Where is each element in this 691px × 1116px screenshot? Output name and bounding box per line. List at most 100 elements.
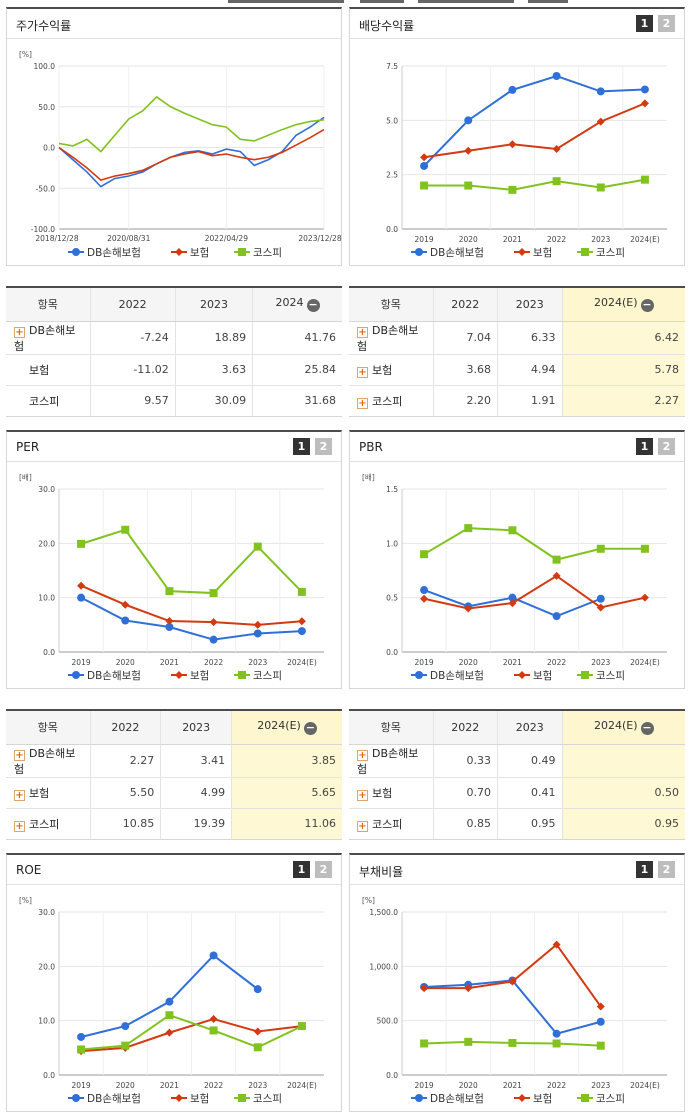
diamond-marker bbox=[77, 581, 86, 590]
square-marker bbox=[552, 177, 561, 186]
expand-plus-icon[interactable]: + bbox=[357, 326, 368, 338]
unit-label: [%] bbox=[19, 50, 32, 59]
header-label: 항목 bbox=[380, 721, 401, 735]
circle-marker bbox=[552, 71, 561, 80]
column-header: 항목 bbox=[6, 711, 90, 745]
diamond-marker bbox=[596, 117, 605, 126]
page-1-button[interactable]: 1 bbox=[636, 438, 653, 455]
legend-label: 코스피 bbox=[253, 670, 282, 682]
x-tick-label: 2024(E) bbox=[287, 658, 317, 667]
y-tick-label: 0.0 bbox=[43, 648, 55, 657]
y-tick-label: 10.0 bbox=[38, 1017, 55, 1026]
series-line bbox=[58, 95, 325, 153]
row-label-cell: + 코스피 bbox=[6, 808, 90, 839]
page-1-button[interactable]: 1 bbox=[636, 861, 653, 878]
legend-label: 보험 bbox=[533, 1093, 552, 1105]
square-marker bbox=[209, 589, 218, 598]
diamond-marker bbox=[640, 593, 649, 602]
square-marker bbox=[508, 526, 517, 535]
header-label: 2024(E) bbox=[594, 296, 638, 310]
legend-square-marker bbox=[238, 248, 246, 256]
row-label-cell: + 코스피 bbox=[349, 808, 433, 839]
collapse-icon[interactable]: − bbox=[303, 721, 317, 736]
y-tick-label: 100.0 bbox=[34, 62, 56, 71]
circle-marker bbox=[253, 985, 262, 994]
value-cell: 0.33 bbox=[432, 744, 498, 778]
column-header: 2023 bbox=[497, 288, 563, 322]
page-2-button[interactable]: 2 bbox=[658, 438, 675, 455]
page-1-button[interactable]: 1 bbox=[293, 861, 310, 878]
square-marker bbox=[420, 1039, 429, 1048]
column-header: 2022 bbox=[89, 711, 161, 745]
value-cell: 6.33 bbox=[497, 321, 563, 355]
collapse-icon[interactable]: − bbox=[640, 721, 654, 736]
legend-label: 코스피 bbox=[596, 670, 625, 682]
table-header-row: 항목 2022 2023 2024− bbox=[6, 288, 342, 322]
row-label: DB손해보험 bbox=[357, 746, 419, 776]
row-label-cell: 보험 bbox=[6, 354, 90, 386]
expand-plus-icon[interactable]: + bbox=[357, 749, 368, 761]
x-tick-label: 2021 bbox=[503, 235, 522, 244]
stock-return-table: 항목 2022 2023 2024− + DB손해보험 -7.24 18.89 41.76 보험 -… bbox=[6, 286, 342, 417]
pbr-chart: [배] 1.5 1.0 0.5 0.0 2019 2020 2021 2022 2023 2024(… bbox=[362, 473, 667, 682]
diamond-marker bbox=[464, 604, 473, 613]
row-label: DB손해보험 bbox=[14, 746, 76, 776]
page-2-button[interactable]: 2 bbox=[658, 861, 675, 878]
roe-chart: [%] 30.0 20.0 10.0 0.0 2019 2020 2021 2022 2023 20… bbox=[19, 896, 324, 1105]
column-header: 2022 bbox=[432, 288, 498, 322]
expand-plus-icon[interactable]: + bbox=[357, 366, 368, 378]
data-table: 항목 2022 2023 2024(E) − + DB손해보험 7.04 6.33 6.42 + 보험… bbox=[349, 288, 685, 416]
legend-label: DB손해보험 bbox=[87, 246, 141, 259]
column-header: 2023 bbox=[174, 288, 253, 322]
square-marker bbox=[121, 1041, 130, 1050]
header-label: 2023 bbox=[515, 720, 544, 734]
expand-plus-icon[interactable]: + bbox=[14, 749, 25, 761]
x-tick-label: 2022 bbox=[204, 658, 223, 667]
row-label: 코스피 bbox=[29, 817, 60, 831]
x-tick-label: 2022 bbox=[547, 1081, 566, 1090]
x-tick-label: 2023 bbox=[248, 658, 267, 667]
diamond-marker bbox=[253, 1027, 262, 1036]
page-2-button[interactable]: 2 bbox=[658, 15, 675, 32]
row-label-cell: + 보험 bbox=[349, 777, 433, 809]
collapse-icon[interactable]: − bbox=[640, 298, 654, 313]
legend-square-marker bbox=[238, 671, 246, 679]
row-label: 코스피 bbox=[372, 394, 403, 408]
expand-plus-icon[interactable]: + bbox=[14, 820, 25, 832]
expand-plus-icon[interactable]: + bbox=[357, 820, 368, 832]
header-label: 2023 bbox=[182, 720, 211, 734]
table-row: + 코스피 2.20 1.91 2.27 bbox=[349, 385, 685, 416]
row-label-cell: + 보험 bbox=[6, 777, 90, 809]
header-label: 항목 bbox=[37, 721, 58, 735]
legend-square-marker bbox=[581, 671, 589, 679]
top-tab-strip bbox=[418, 0, 514, 3]
dividend-yield-table: 항목 2022 2023 2024(E) − + DB손해보험 7.04 6.33 6.42 + 보험… bbox=[349, 286, 685, 417]
x-tick-label: 2023 bbox=[591, 1081, 610, 1090]
expand-plus-icon[interactable]: + bbox=[357, 789, 368, 801]
page-1-button[interactable]: 1 bbox=[636, 15, 653, 32]
value-cell: 6.42 bbox=[561, 321, 685, 355]
row-label-cell: + 보험 bbox=[349, 354, 433, 386]
debt-ratio-chart: [%] 1,500.0 1,000.0 500.0 0.0 2019 2020 2021 202… bbox=[362, 896, 667, 1105]
collapse-icon[interactable]: − bbox=[306, 298, 320, 313]
page-2-button[interactable]: 2 bbox=[315, 438, 332, 455]
header-label: 2024(E) bbox=[257, 719, 301, 733]
expand-plus-icon[interactable]: + bbox=[357, 397, 368, 409]
series-line bbox=[423, 102, 646, 159]
square-marker bbox=[464, 1037, 473, 1046]
series-line bbox=[423, 527, 645, 561]
legend-label: 보험 bbox=[533, 247, 552, 259]
unit-label: [%] bbox=[362, 896, 375, 905]
column-header: 2023 bbox=[160, 711, 232, 745]
legend-label: 코스피 bbox=[253, 247, 282, 259]
expand-plus-icon[interactable]: + bbox=[14, 789, 25, 801]
diamond-marker bbox=[640, 99, 649, 108]
x-tick-label: 2023 bbox=[591, 658, 610, 667]
page-1-button[interactable]: 1 bbox=[293, 438, 310, 455]
series-line bbox=[424, 178, 646, 191]
expand-plus-icon[interactable]: + bbox=[14, 326, 25, 338]
legend-label: 코스피 bbox=[253, 1093, 282, 1105]
circle-marker bbox=[464, 116, 473, 125]
page-2-button[interactable]: 2 bbox=[315, 861, 332, 878]
x-tick-label: 2019 bbox=[415, 235, 434, 244]
